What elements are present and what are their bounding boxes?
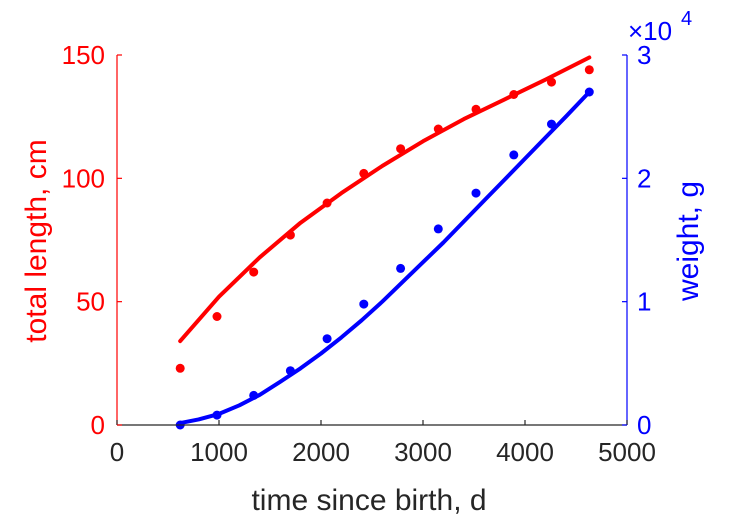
exponent-base: ×10 (628, 16, 672, 46)
left-axis-label: total length, cm (20, 139, 53, 342)
length-data-point (396, 144, 406, 154)
weight-data-point (322, 334, 332, 344)
weight-data-point (359, 299, 369, 309)
weight-fit-line (178, 90, 592, 426)
right-axis-label: weight, g (672, 181, 705, 302)
weight-data-point (396, 263, 406, 273)
x-tick-label: 1000 (190, 437, 248, 467)
right-tick-label: 0 (637, 410, 651, 440)
weight-data-point (433, 224, 443, 234)
right-tick-label: 1 (637, 287, 651, 317)
x-tick-label: 4000 (496, 437, 554, 467)
left-tick-label: 100 (62, 163, 105, 193)
length-data-point (584, 65, 594, 75)
plot-area (175, 55, 594, 430)
left-tick-label: 150 (62, 40, 105, 70)
right-tick-label: 3 (637, 40, 651, 70)
right-axis-exponent: ×10 4 (628, 8, 692, 46)
length-data-point (212, 312, 222, 321)
x-tick-label: 0 (110, 437, 124, 467)
x-tick-label: 5000 (598, 437, 656, 467)
length-fit-line (178, 55, 592, 344)
left-tick-label: 0 (91, 410, 105, 440)
length-data-point (175, 363, 185, 373)
right-tick-label: 2 (637, 163, 651, 193)
x-axis-label: time since birth, d (251, 484, 486, 517)
weight-data-point (509, 150, 519, 160)
x-tick-label: 2000 (292, 437, 350, 467)
exponent-power: 4 (681, 8, 692, 30)
x-tick-label: 3000 (394, 437, 452, 467)
weight-data-point (471, 188, 481, 198)
length-data-point (249, 267, 259, 277)
left-tick-label: 50 (76, 287, 105, 317)
